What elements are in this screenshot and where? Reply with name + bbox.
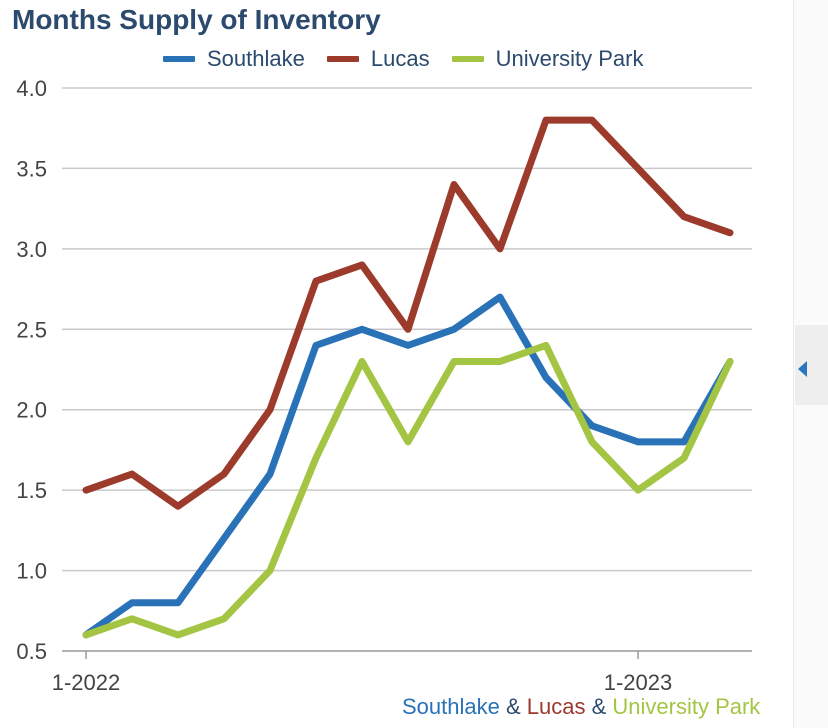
y-axis-tick-labels: 0.5 1.0 1.5 2.0 2.5 3.0 3.5 4.0	[16, 76, 47, 664]
series-lines	[82, 116, 734, 639]
y-tick-label: 4.0	[16, 76, 47, 101]
caption-ampersand-1: &	[499, 694, 527, 719]
chevron-left-icon[interactable]	[798, 361, 807, 377]
comparison-caption: Southlake & Lucas & University Park	[402, 694, 760, 720]
series-line-university-park[interactable]	[82, 341, 734, 639]
chart-title: Months Supply of Inventory	[12, 4, 381, 35]
caption-lucas: Lucas	[526, 694, 586, 719]
legend-label-lucas: Lucas	[370, 46, 430, 71]
x-axis-tick-labels: 1-2022 1-2023	[52, 651, 673, 695]
y-tick-label: 3.0	[16, 237, 47, 262]
caption-ampersand-2: &	[585, 694, 613, 719]
y-tick-label: 2.5	[16, 317, 47, 342]
legend-label-university-park: University Park	[495, 46, 644, 71]
caption-southlake: Southlake	[402, 694, 500, 719]
y-tick-label: 3.5	[16, 156, 47, 181]
y-tick-label: 1.0	[16, 559, 47, 584]
legend: Southlake Lucas University Park	[163, 46, 644, 72]
legend-label-southlake: Southlake	[207, 46, 305, 71]
grid-lines	[62, 87, 752, 652]
legend-item-southlake[interactable]: Southlake	[163, 46, 305, 72]
x-tick-label: 1-2023	[604, 670, 673, 695]
legend-swatch-southlake	[163, 56, 195, 62]
legend-item-lucas[interactable]: Lucas	[326, 46, 430, 72]
series-line-lucas[interactable]	[82, 116, 734, 510]
y-tick-label: 1.5	[16, 478, 47, 503]
series-line-southlake[interactable]	[82, 293, 734, 639]
y-tick-label: 2.0	[16, 398, 47, 423]
legend-swatch-university-park	[451, 56, 484, 62]
caption-university-park: University Park	[612, 694, 761, 719]
x-tick-label: 1-2022	[52, 670, 121, 695]
legend-item-university-park[interactable]: University Park	[451, 46, 644, 72]
legend-swatch-lucas	[326, 56, 359, 62]
y-tick-label: 0.5	[16, 639, 47, 664]
